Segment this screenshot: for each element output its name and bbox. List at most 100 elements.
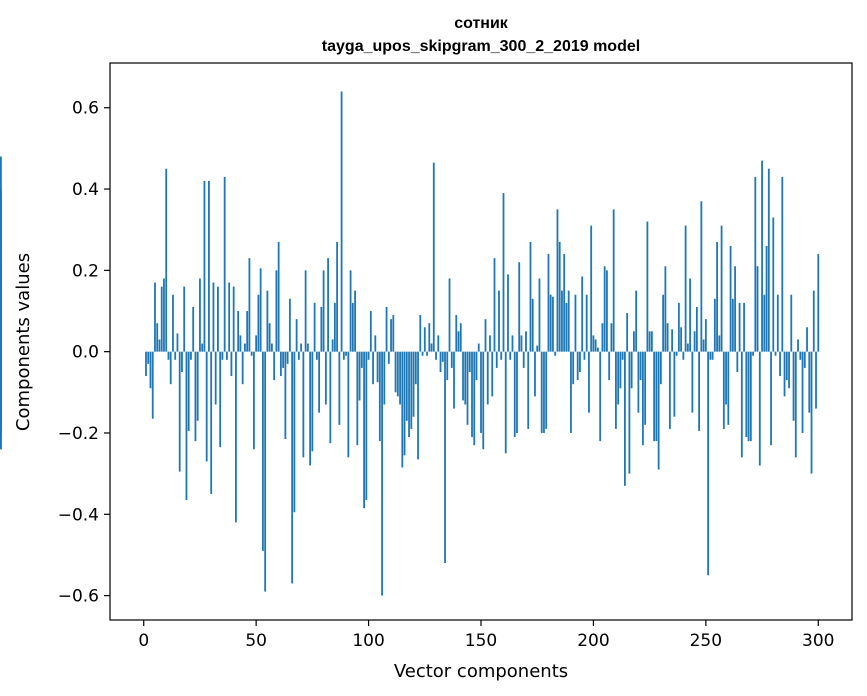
bar-292 <box>799 351 802 360</box>
bar-235 <box>671 329 674 352</box>
bar-1 <box>145 351 147 377</box>
bar-8 <box>160 286 163 352</box>
bar-276 <box>763 294 766 352</box>
bar-98 <box>363 351 365 509</box>
bar-136 <box>448 278 451 352</box>
y-tick-label: 0.4 <box>72 180 99 200</box>
bar-106 <box>381 351 383 596</box>
bar-257 <box>720 225 723 352</box>
bar-25 <box>199 278 201 352</box>
bar-89 <box>342 351 345 360</box>
bar-150 <box>480 351 482 433</box>
bar-22 <box>192 306 195 352</box>
x-tick-label: 150 <box>465 631 497 651</box>
chart-subtitle: tayga_upos_skipgram_300_2_2019 model <box>322 38 640 55</box>
bar-175 <box>536 345 539 352</box>
bar-215 <box>626 313 629 352</box>
bar-48 <box>250 351 253 356</box>
bar-127 <box>428 323 431 352</box>
bar-161 <box>504 351 507 454</box>
bar-189 <box>567 290 570 352</box>
bar-274 <box>758 351 761 466</box>
bar-173 <box>531 298 534 352</box>
bar-166 <box>516 351 518 433</box>
bar-198 <box>588 351 590 413</box>
bar-6 <box>156 323 159 352</box>
bar-137 <box>450 351 453 368</box>
bar-247 <box>698 351 700 431</box>
bar-214 <box>624 351 626 486</box>
plot-frame <box>109 62 853 621</box>
bar-64 <box>286 351 289 364</box>
bar-278 <box>767 168 770 352</box>
bar-28 <box>205 351 208 462</box>
bar-115 <box>401 351 404 468</box>
bar-178 <box>543 351 545 433</box>
bar-251 <box>707 351 709 576</box>
bar-286 <box>785 351 788 381</box>
bar-271 <box>752 351 754 356</box>
bar-260 <box>727 351 730 425</box>
bar-5 <box>154 282 156 352</box>
bar-170 <box>525 331 527 352</box>
bar-151 <box>482 351 485 450</box>
bar-99 <box>365 351 368 501</box>
bar-45 <box>244 343 246 352</box>
bar-223 <box>644 351 647 425</box>
bar-201 <box>594 339 597 352</box>
bar-298 <box>812 290 815 352</box>
bar-65 <box>288 298 291 352</box>
x-tick-label: 300 <box>802 631 834 651</box>
bar-135 <box>446 351 449 381</box>
bars-group <box>0 91 820 596</box>
bar-72 <box>304 270 307 352</box>
bar-208 <box>610 323 613 352</box>
bar-202 <box>597 347 599 352</box>
bar-7 <box>158 339 161 352</box>
y-tick-label: 0.6 <box>72 99 99 119</box>
bar-180 <box>547 254 550 352</box>
bar-262 <box>731 298 734 352</box>
bar-85 <box>333 302 336 352</box>
chart-title: сотник <box>454 15 509 32</box>
bar-266 <box>740 351 743 458</box>
bar-254 <box>713 298 716 352</box>
bar-116 <box>403 351 406 456</box>
bar-undefined <box>0 351 2 450</box>
bar-289 <box>792 351 795 421</box>
bar-168 <box>520 335 523 352</box>
bar-42 <box>237 311 240 352</box>
bar-82 <box>327 258 329 352</box>
y-tick-label: −0.4 <box>58 505 99 525</box>
bar-209 <box>612 209 615 352</box>
bar-238 <box>677 302 680 352</box>
bar-148 <box>475 351 478 381</box>
bar-181 <box>549 294 552 352</box>
bar-87 <box>338 351 341 425</box>
bar-69 <box>297 351 300 360</box>
y-tick-label: −0.6 <box>58 587 99 607</box>
bar-290 <box>794 351 797 458</box>
bar-undefined <box>0 189 2 352</box>
bar-94 <box>354 290 356 352</box>
bar-154 <box>489 335 491 352</box>
bar-31 <box>212 282 215 352</box>
bar-188 <box>565 302 568 352</box>
bar-236 <box>673 351 676 417</box>
bar-126 <box>426 351 428 356</box>
bar-244 <box>691 351 694 413</box>
bar-256 <box>718 335 721 352</box>
bar-121 <box>414 351 417 385</box>
bar-53 <box>262 351 264 551</box>
bar-246 <box>695 306 698 352</box>
bar-133 <box>441 351 444 362</box>
bar-149 <box>477 343 480 352</box>
bar-66 <box>291 351 294 584</box>
bar-213 <box>621 351 624 360</box>
x-tick-label: 0 <box>138 631 149 651</box>
bar-146 <box>471 351 473 438</box>
bar-47 <box>248 258 251 352</box>
bar-218 <box>633 331 635 352</box>
bar-107 <box>383 351 386 405</box>
bar-156 <box>493 258 496 352</box>
